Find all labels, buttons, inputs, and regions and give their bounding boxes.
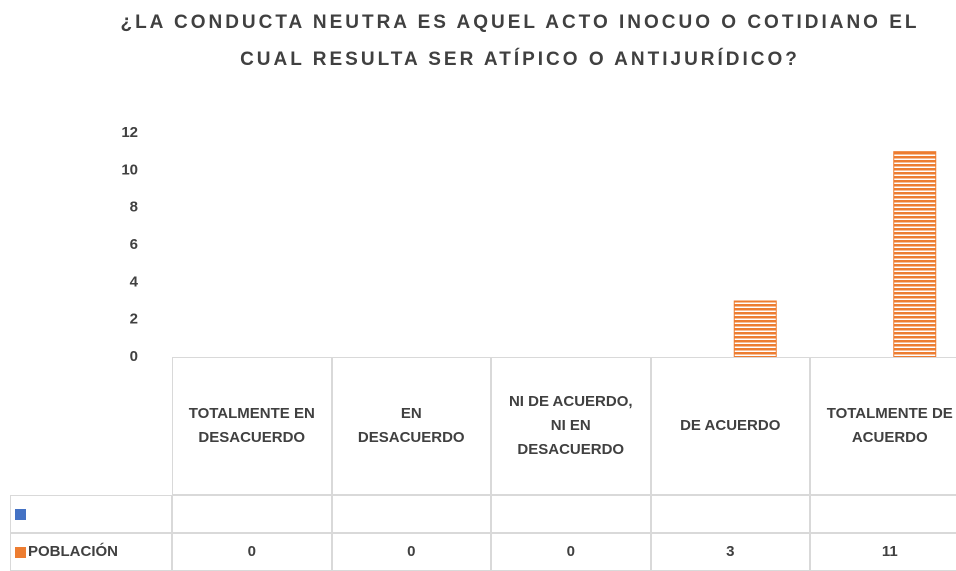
y-tick-label: 0 [130, 348, 138, 365]
table-value [810, 495, 956, 533]
y-tick-label: 10 [121, 161, 138, 178]
table-value: 0 [172, 533, 332, 571]
table-value [331, 495, 491, 533]
legend-key [15, 508, 26, 520]
category-header: EN DESACUERDO [331, 357, 491, 495]
y-tick-label: 2 [130, 311, 138, 328]
table-value: 3 [650, 533, 810, 571]
table-value: 0 [331, 533, 491, 571]
y-tick-label: 4 [130, 273, 139, 290]
table-value: 0 [491, 533, 651, 571]
y-tick-label: 8 [130, 199, 138, 216]
chart-title: ¿LA CONDUCTA NEUTRA ES AQUEL ACTO INOCUO… [120, 12, 920, 70]
table-value [650, 495, 810, 533]
category-header: NI DE ACUERDO, NI EN DESACUERDO [491, 357, 651, 495]
legend-key [15, 546, 26, 558]
table-value [172, 495, 332, 533]
y-tick-label: 6 [130, 236, 138, 253]
table-value: 11 [810, 533, 956, 571]
legend-cell [10, 495, 172, 533]
bar [893, 151, 937, 358]
category-header: TOTALMENTE EN DESACUERDO [172, 357, 332, 495]
y-tick-label: 12 [121, 124, 138, 141]
legend-cell: POBLACIÓN [10, 533, 172, 571]
table-value [491, 495, 651, 533]
category-header: TOTALMENTE DE ACUERDO [810, 357, 956, 495]
bar [733, 300, 777, 358]
category-header: DE ACUERDO [650, 357, 810, 495]
legend-label: POBLACIÓN [28, 543, 118, 560]
